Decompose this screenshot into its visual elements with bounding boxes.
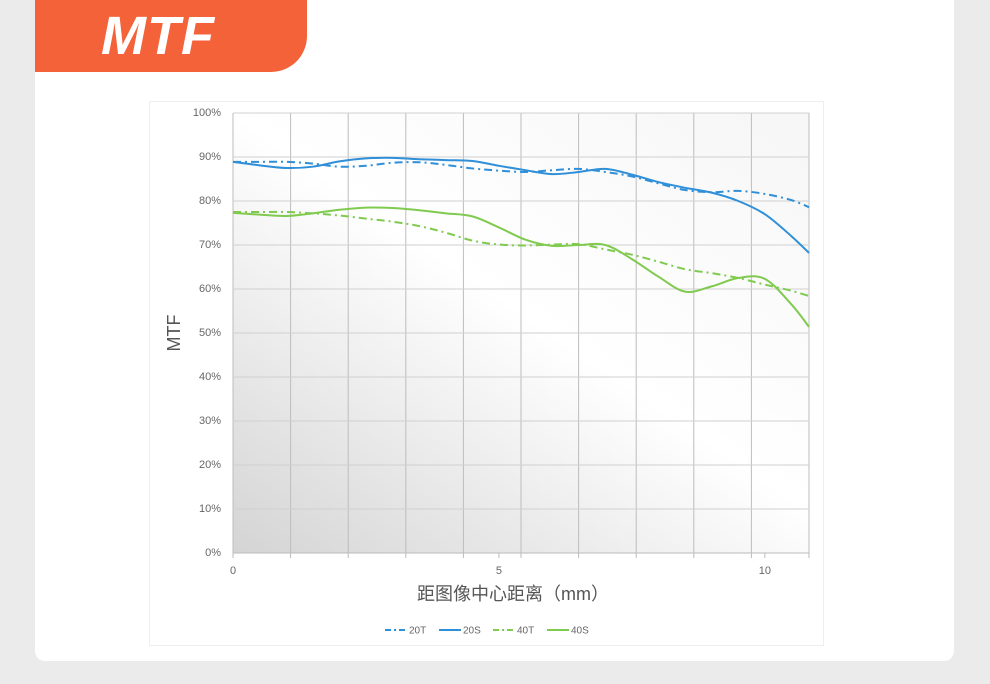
- line-series: [233, 210, 810, 297]
- line-series: [233, 160, 810, 209]
- line-series: [232, 156, 810, 254]
- y-tick-label: 80%: [199, 195, 221, 207]
- legend-label: 20S: [463, 626, 481, 637]
- legend-label: 40S: [571, 626, 589, 637]
- x-axis-label: 距图像中心距离（mm）: [417, 584, 609, 604]
- chart-panel: [149, 101, 824, 646]
- section-tab: MTF: [35, 0, 307, 72]
- x-tick-label: 5: [496, 565, 502, 577]
- y-tick-label: 20%: [199, 459, 221, 471]
- y-tick-label: 60%: [199, 283, 221, 295]
- y-tick-label: 0%: [205, 547, 221, 559]
- y-axis-label: MTF: [164, 315, 184, 352]
- y-tick-label: 90%: [199, 151, 221, 163]
- legend-label: 40T: [517, 626, 534, 637]
- line-series: [232, 206, 810, 328]
- y-tick-label: 70%: [199, 239, 221, 251]
- y-tick-label: 10%: [199, 503, 221, 515]
- y-tick-label: 50%: [199, 327, 221, 339]
- y-tick-label: 100%: [193, 107, 221, 119]
- y-tick-label: 30%: [199, 415, 221, 427]
- y-tick-label: 40%: [199, 371, 221, 383]
- x-tick-label: 10: [759, 565, 771, 577]
- x-tick-label: 0: [230, 565, 236, 577]
- legend-label: 20T: [409, 626, 426, 637]
